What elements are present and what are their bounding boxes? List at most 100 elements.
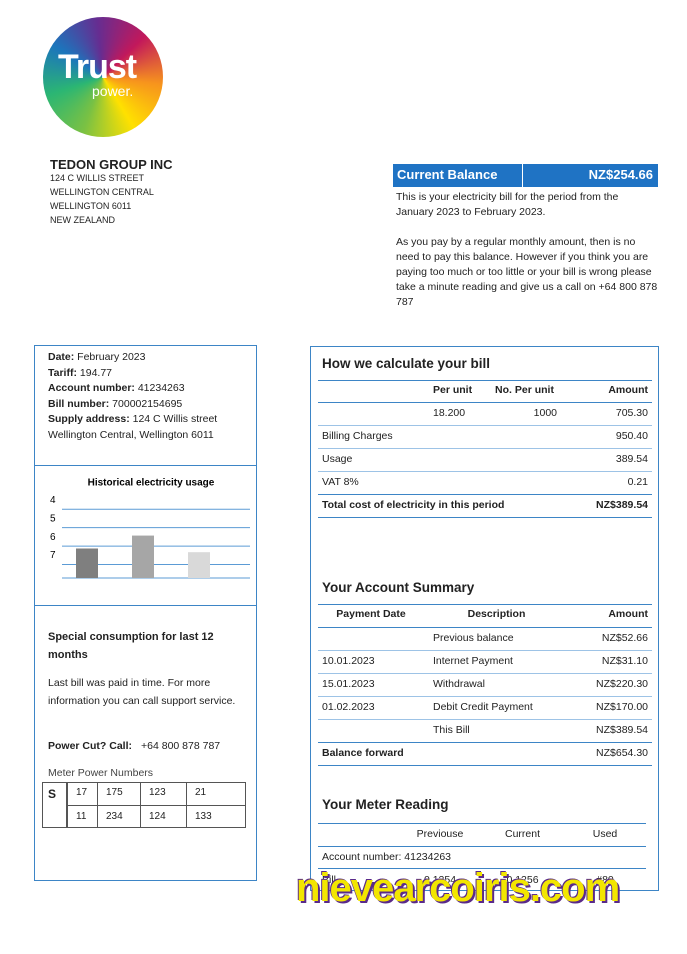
calc-label: Usage [322,453,353,465]
detail: Bill number: 700002154695 [48,397,253,413]
balance-paragraph: This is your electricity bill for the pe… [396,191,619,218]
logo-main: Trust [58,48,137,86]
address-line: NEW ZEALAND [50,215,116,225]
detail-label: Bill number: [48,397,110,410]
calc-title: How we calculate your bill [322,356,491,371]
calc-amount: 950.40 [615,430,648,442]
address-line: 124 C WILLIS STREET [50,173,145,183]
row-line [318,402,652,403]
y-tick-label: 5 [50,513,56,524]
meter-cell: 175 [97,782,140,805]
bar [132,535,154,578]
y-tick-label: 7 [50,550,56,561]
detail-label: Tariff: [48,366,77,379]
summary-description: This Bill [433,724,470,736]
row-line [318,604,652,605]
balance-paragraph: As you pay by a regular monthly amount, … [396,236,658,308]
calc-cell: 1000 [533,407,557,419]
detail-value: 700002154695 [109,397,183,410]
calc-amount: 389.54 [615,453,648,465]
summary-description: Internet Payment [433,655,513,667]
special-title: Special consumption for last 12 months [48,631,214,661]
row-line [318,425,652,426]
row-line [318,868,646,869]
row-line [318,380,652,381]
logo-sub: power. [92,83,134,99]
row-line [318,471,652,472]
calc-label: Billing Charges [322,430,393,442]
y-tick-label: 4 [50,495,56,506]
left-box [34,345,257,881]
row-line [318,673,652,674]
customer-name: TEDON GROUP INC [50,157,173,172]
summary-title: Your Account Summary [322,580,475,595]
row-line [318,846,646,847]
calc-header: Amount [608,384,648,396]
calc-header: No. Per unit [495,384,554,396]
detail-value: 194.77 [76,366,113,379]
detail: Tariff: 194.77 [48,366,253,382]
power-cut-number: +64 800 878 787 [141,740,221,752]
detail-label: Supply address: [48,413,130,425]
calc-label: VAT 8% [322,476,359,488]
summary-header: Payment Date [336,608,406,620]
meter-cell: 17 [67,782,97,805]
bar [188,552,210,578]
meter-account: Account number: 41234263 [322,851,452,863]
y-tick-label: 6 [50,532,56,543]
meter-cell: #80 [596,874,614,886]
row-line [318,696,652,697]
detail-value: 41234263 [134,382,185,394]
watermark: nievearcoiris.com [296,866,620,910]
summary-header: Description [467,608,526,620]
summary-date: 15.01.2023 [322,678,375,690]
summary-amount: NZ$389.54 [596,724,648,736]
address-line: WELLINGTON CENTRAL [50,187,154,197]
calc-total-amount: NZ$389.54 [596,499,648,511]
meter-reading-title: Your Meter Reading [322,797,449,812]
row-line [318,823,646,824]
meter-header: Current [504,828,540,840]
calc-cell: 705.30 [615,407,648,419]
balance-divider [522,164,523,187]
logo [43,17,163,137]
row-line [318,719,652,720]
row-line [318,448,652,449]
meter-cell: 0.1254 [423,874,457,886]
meter-cell: 133 [186,805,246,828]
right-box [310,346,659,891]
meter-cell: 11 [67,805,97,828]
balance-bar [393,164,658,187]
meter-header: Used [592,828,618,840]
row-line [318,494,652,495]
calc-amount: 0.21 [627,476,648,488]
power-cut-label: Power Cut? Call: [48,740,133,752]
meter-cell: 234 [97,805,140,828]
meter-numbers-title: Meter Power Numbers [48,767,154,779]
meter-cell: Bill [322,874,337,886]
meter-cell: 21 [186,782,246,805]
summary-amount: NZ$220.30 [596,678,648,690]
row-line [318,650,652,651]
summary-header: Amount [608,608,648,620]
row-line [318,627,652,628]
address-line: WELLINGTON 6011 [50,201,132,211]
balance-forward-amount: NZ$654.30 [596,747,648,759]
calc-header: Per unit [433,384,473,396]
calc-cell: 18.200 [433,407,466,419]
summary-amount: NZ$52.66 [601,632,648,644]
meter-label: S [42,782,67,828]
detail-label: Date: [48,351,75,363]
calc-total-label: Total cost of electricity in this period [322,499,505,511]
meter-cell: 124 [140,805,186,828]
divider [34,465,257,466]
summary-description: Debit Credit Payment [433,701,533,713]
summary-description: Withdrawal [433,678,485,690]
summary-date: 01.02.2023 [322,701,375,713]
detail-label: Account number: [48,382,135,394]
special-paragraph: Last bill was paid in time. For more inf… [48,677,236,707]
